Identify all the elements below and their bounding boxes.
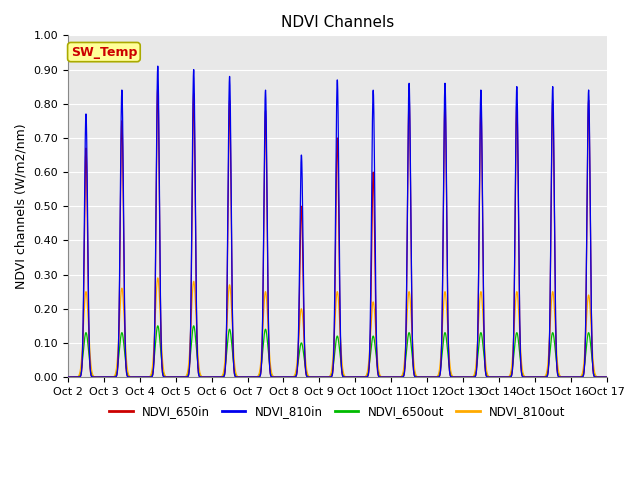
Title: NDVI Channels: NDVI Channels: [281, 15, 394, 30]
Legend: NDVI_650in, NDVI_810in, NDVI_650out, NDVI_810out: NDVI_650in, NDVI_810in, NDVI_650out, NDV…: [104, 400, 570, 422]
Y-axis label: NDVI channels (W/m2/nm): NDVI channels (W/m2/nm): [15, 123, 28, 289]
Text: SW_Temp: SW_Temp: [71, 46, 137, 59]
